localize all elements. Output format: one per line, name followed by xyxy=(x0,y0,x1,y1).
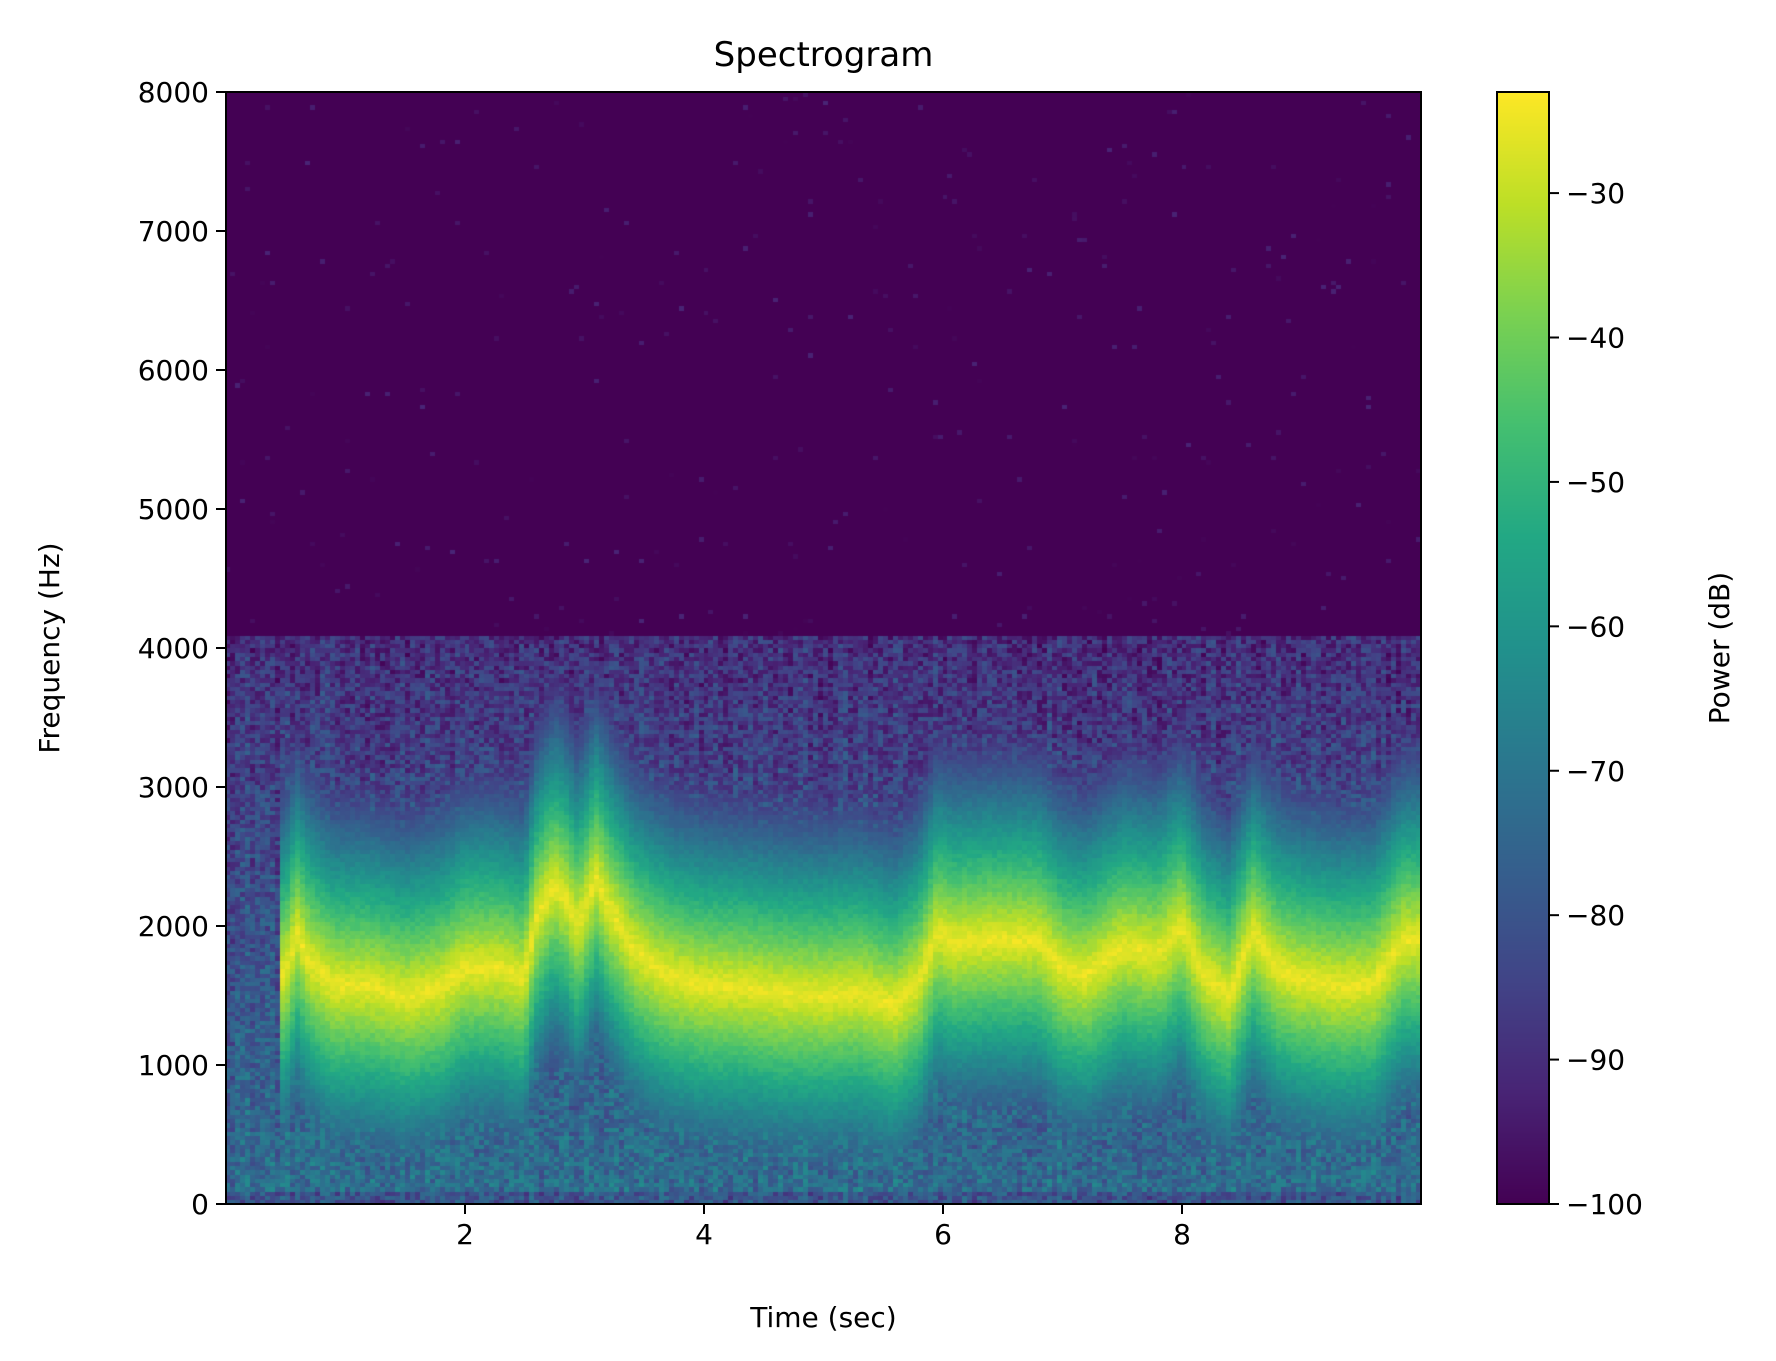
colorbar-tick-label: −70 xyxy=(1566,755,1625,788)
colorbar-tick-label: −90 xyxy=(1566,1044,1625,1077)
y-axis-label: Frequency (Hz) xyxy=(33,542,66,753)
colorbar-tick-label: −30 xyxy=(1566,177,1625,210)
spectrogram-heatmap xyxy=(226,92,1421,1204)
y-tick-label: 5000 xyxy=(138,493,209,526)
colorbar-label: Power (dB) xyxy=(1703,572,1736,724)
colorbar-tick-label: −40 xyxy=(1566,322,1625,355)
y-tick-label: 7000 xyxy=(138,215,209,248)
plot-frame xyxy=(225,91,1422,1205)
y-tick-label: 6000 xyxy=(138,354,209,387)
colorbar-tick-label: −80 xyxy=(1566,899,1625,932)
y-tick-label: 2000 xyxy=(138,910,209,943)
colorbar-tick-label: −50 xyxy=(1566,466,1625,499)
y-tick-label: 1000 xyxy=(138,1049,209,1082)
y-tick-label: 0 xyxy=(191,1188,209,1221)
colorbar-tick-label: −60 xyxy=(1566,610,1625,643)
x-tick-label: 2 xyxy=(456,1218,474,1251)
x-axis-label: Time (sec) xyxy=(749,1301,896,1334)
y-tick-label: 4000 xyxy=(138,632,209,665)
chart-title: Spectrogram xyxy=(714,35,934,75)
y-tick-label: 8000 xyxy=(138,76,209,109)
y-tick-label: 3000 xyxy=(138,771,209,804)
colorbar-tick-label: −100 xyxy=(1566,1188,1643,1221)
colorbar-gradient xyxy=(1497,92,1549,1204)
colorbar-frame xyxy=(1496,91,1550,1205)
x-tick-label: 6 xyxy=(934,1218,952,1251)
x-tick-label: 8 xyxy=(1173,1218,1191,1251)
x-tick-label: 4 xyxy=(695,1218,713,1251)
